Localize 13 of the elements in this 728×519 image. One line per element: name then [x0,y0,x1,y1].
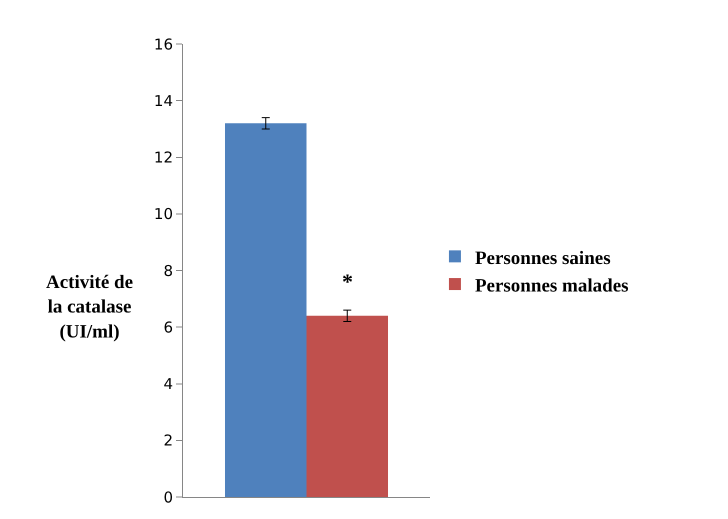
y-tick-label: 4 [163,375,173,393]
y-tick-label: 16 [154,35,173,54]
y-tick-label: 10 [154,205,173,224]
legend-label: Personnes malades [474,275,629,296]
y-tick-label: 0 [163,488,173,506]
y-axis-title: Activité de la catalase (UI/ml) [46,272,134,342]
y-tick-label: 12 [154,148,173,166]
legend-label: Personnes saines [474,248,611,269]
annotation: * [342,269,353,294]
y-tick-label: 14 [154,92,173,110]
y-tick-label: 2 [163,432,173,450]
y-tick-label: 8 [163,262,173,280]
y-tick-label: 6 [163,318,173,336]
